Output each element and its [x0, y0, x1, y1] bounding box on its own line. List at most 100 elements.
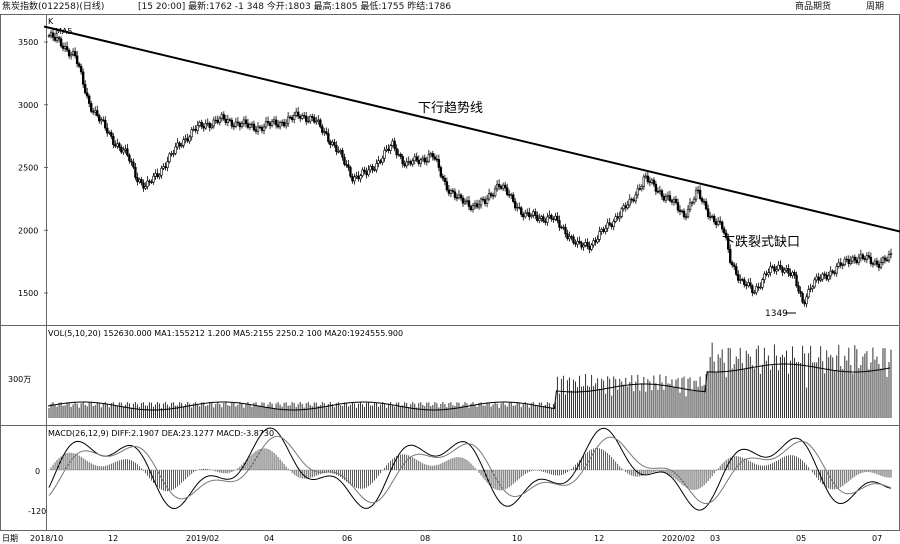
candle-body [696, 189, 700, 192]
candle-body [176, 142, 179, 148]
candle-body [743, 279, 746, 286]
candle-body [602, 229, 605, 232]
candle-body [610, 224, 613, 227]
candle-body [81, 71, 85, 85]
market-label[interactable]: 商品期货 [795, 2, 832, 12]
candle-body [666, 195, 670, 198]
candle-body [116, 143, 119, 147]
candle-body [885, 259, 889, 262]
candle-body [441, 176, 445, 179]
candle-body [138, 179, 141, 183]
date-axis-prefix: 日期 [2, 534, 18, 543]
volume-ma-line [47, 363, 891, 411]
candle-body [270, 121, 274, 126]
period-label[interactable]: 周期 [866, 2, 885, 12]
candle-body [501, 184, 505, 189]
candle-body [63, 46, 67, 49]
candle-body [670, 200, 674, 203]
candle-body [777, 264, 780, 270]
candle-body [250, 123, 254, 126]
candle-body [321, 126, 324, 133]
candle-body [487, 193, 491, 200]
candle-body [357, 175, 360, 180]
candle-body [337, 151, 340, 153]
candle-body [122, 149, 125, 153]
candle-body [288, 116, 292, 119]
candle-body [570, 236, 573, 238]
candle-body [809, 288, 812, 290]
candle-body [680, 210, 684, 213]
price-tick-label: 3500 [18, 38, 38, 47]
candle-body [771, 266, 774, 268]
candle-body [805, 296, 808, 305]
candle-body [505, 187, 509, 195]
candle-body [343, 156, 346, 165]
candle-body [194, 128, 197, 131]
candle-body [879, 262, 883, 268]
candle-body [620, 208, 623, 217]
candle-body [96, 110, 99, 116]
candle-body [327, 133, 330, 142]
x-tick-label: 08 [420, 534, 430, 543]
macd-diff-line [48, 427, 892, 511]
candle-body [409, 161, 412, 165]
candle-body [371, 166, 374, 170]
candle-body [616, 216, 619, 219]
candle-body [720, 221, 724, 230]
price-tick-label: 3000 [18, 101, 38, 110]
candle-body [142, 182, 145, 189]
candle-body [298, 115, 302, 119]
candle-body [166, 161, 169, 168]
volume-bars [47, 342, 892, 418]
candle-body [725, 232, 728, 239]
candle-body [702, 201, 706, 203]
candle-body [847, 259, 850, 264]
candle-body [594, 240, 597, 243]
candle-body [232, 125, 236, 128]
candle-body [347, 164, 350, 168]
candle-body [204, 123, 207, 129]
candle-body [889, 253, 893, 255]
candle-body [118, 143, 121, 148]
candle-body [421, 157, 424, 161]
candle-body [351, 175, 354, 182]
candle-body [646, 175, 650, 182]
candle-body [319, 119, 322, 127]
candle-body [781, 267, 784, 273]
candle-body [518, 206, 521, 209]
candle-body [757, 286, 760, 288]
candle-body [769, 266, 772, 273]
candle-body [73, 51, 77, 57]
candle-body [564, 226, 567, 235]
candle-body [596, 239, 599, 243]
candle-body [733, 264, 736, 267]
candle-body [377, 160, 380, 164]
candle-body [313, 117, 316, 123]
candle-body [296, 111, 300, 117]
candle-body [883, 257, 887, 261]
x-tick-label: 07 [872, 534, 882, 543]
candle-body [152, 175, 155, 183]
candle-body [624, 205, 627, 209]
candles [47, 29, 893, 308]
candle-body [431, 153, 435, 158]
candle-body [598, 231, 601, 240]
candle-body [315, 120, 318, 123]
candle-body [592, 240, 595, 246]
candle-body [264, 120, 268, 128]
candle-body [192, 128, 195, 131]
candle-body [803, 301, 806, 305]
candle-body [483, 199, 487, 204]
candle-body [767, 272, 770, 275]
candle-body [731, 262, 734, 266]
macd-low-tick: -120 [28, 507, 46, 516]
candle-body [240, 123, 244, 128]
candle-body [626, 204, 629, 209]
candle-body [737, 274, 740, 281]
candle-body [714, 221, 718, 225]
candle-body [341, 150, 344, 158]
candle-body [439, 167, 443, 177]
volume-tick: 300万 [8, 375, 31, 384]
candle-body [260, 127, 264, 131]
candle-body [55, 37, 59, 41]
